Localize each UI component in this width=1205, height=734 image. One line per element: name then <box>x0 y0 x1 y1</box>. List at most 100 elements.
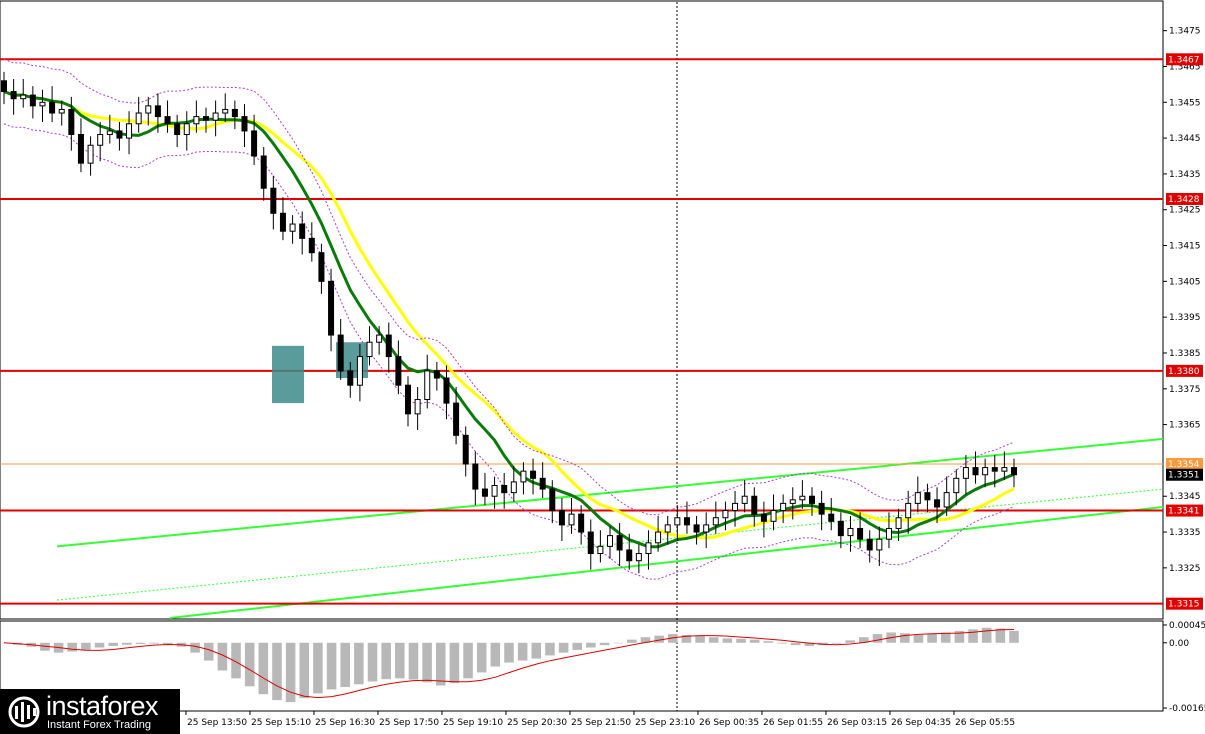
histogram-bar <box>231 642 241 679</box>
candle-body <box>395 356 402 386</box>
candle-body <box>453 402 460 436</box>
candle-body <box>337 334 344 372</box>
candle-body <box>481 488 488 497</box>
oscillator-tick-label: 0.00 <box>1169 639 1189 649</box>
level-tag-label: 1.3467 <box>1168 55 1200 65</box>
candle-body <box>251 130 258 157</box>
candle-body <box>693 524 700 533</box>
level-tag <box>1166 192 1203 205</box>
candle-body <box>58 108 65 114</box>
candle-body <box>597 545 604 555</box>
histogram-bar <box>285 642 296 703</box>
candle-body <box>491 484 498 497</box>
candle-body <box>587 531 594 555</box>
level-tag <box>1166 504 1203 517</box>
candle-body <box>289 223 296 232</box>
price-tick-label: 1.3325 <box>1169 564 1201 574</box>
candle-body <box>376 334 383 343</box>
candle-body <box>539 477 546 490</box>
level-tag-label: 1.3315 <box>1168 600 1200 610</box>
time-tick-label: 25 Sep 23:10 <box>635 718 695 728</box>
candle-body <box>193 116 200 125</box>
candle-body <box>751 495 758 515</box>
histogram-bar <box>190 642 200 653</box>
histogram-bar <box>859 637 869 643</box>
candle-body <box>164 116 171 125</box>
price-tick-label: 1.3345 <box>1169 492 1201 502</box>
histogram-bar <box>627 639 637 643</box>
histogram-bar <box>354 642 364 685</box>
candle-body <box>866 538 873 551</box>
candle-body <box>270 187 277 214</box>
histogram-bar <box>954 630 965 643</box>
time-tick-label: 26 Sep 04:35 <box>891 718 951 728</box>
candle-body <box>530 470 537 479</box>
histogram-bar <box>927 634 937 643</box>
price-axis: 1.34751.34651.34551.34451.34351.34251.34… <box>1163 27 1201 574</box>
price-tags: 1.34671.34281.33801.33411.33151.33541.33… <box>1166 53 1203 610</box>
histogram-bar <box>122 642 132 645</box>
candle-body <box>712 517 719 526</box>
histogram-bar <box>340 642 350 688</box>
histogram-bar <box>40 642 50 651</box>
candle-body <box>732 502 739 512</box>
histogram-bar <box>1009 630 1019 643</box>
histogram-bar <box>504 642 514 663</box>
candle-body <box>68 108 75 136</box>
candle-body <box>405 384 411 415</box>
candle-body <box>703 524 710 533</box>
candle-body <box>510 481 517 494</box>
time-tick-label: 25 Sep 15:10 <box>251 718 311 728</box>
candle-body <box>414 399 421 415</box>
histogram-bar <box>777 642 787 644</box>
histogram-bar <box>831 642 842 644</box>
candle-body <box>231 108 238 118</box>
histogram-bar <box>872 634 883 643</box>
histogram-bar <box>490 642 501 667</box>
histogram-bar <box>708 637 719 643</box>
price-tick-label: 1.3425 <box>1169 206 1201 216</box>
histogram-bar <box>67 642 78 652</box>
candle-body <box>260 155 267 189</box>
oscillator-tick-label: -0.00165 <box>1169 704 1205 714</box>
candle-body <box>433 370 440 379</box>
histogram-bar <box>422 642 432 683</box>
time-tick-label: 26 Sep 00:35 <box>699 718 759 728</box>
candle-body <box>97 134 104 146</box>
channel-upper-line <box>56 437 1164 548</box>
candle-body <box>674 517 681 526</box>
histogram-bar <box>135 642 146 644</box>
level-tag <box>1166 597 1203 610</box>
candle-body <box>222 108 229 114</box>
candle-body <box>568 513 575 526</box>
histogram-bar <box>845 640 855 643</box>
histogram-bar <box>749 639 760 643</box>
level-tag <box>1166 364 1203 377</box>
histogram-bar <box>326 642 337 690</box>
channel-lines <box>56 437 1164 619</box>
histogram-bar <box>408 642 419 680</box>
histogram-bar <box>640 637 651 643</box>
candle-body <box>203 116 209 121</box>
time-axis: 25 Sep 13:50 25 Sep 15:10 25 Sep 16:30 25 S… <box>185 711 1015 728</box>
candle-body <box>558 510 565 526</box>
candle-body <box>818 502 825 515</box>
candle-body <box>318 252 325 282</box>
price-tick-label: 1.3465 <box>1169 62 1201 72</box>
candle-body <box>520 470 527 483</box>
reference-price-label: 1.3354 <box>1168 460 1200 470</box>
candle-body <box>1011 467 1017 476</box>
candle-body <box>126 123 133 139</box>
price-tick-label: 1.3395 <box>1169 313 1201 323</box>
level-tag-label: 1.3428 <box>1168 195 1200 205</box>
time-tick-label: 25 Sep 13:50 <box>187 718 247 728</box>
price-tick-label: 1.3335 <box>1169 528 1201 538</box>
price-tick-label: 1.3375 <box>1169 385 1201 395</box>
candle-body <box>770 510 777 522</box>
price-tick-label: 1.3405 <box>1169 277 1201 287</box>
envelope-lower <box>3 123 1015 580</box>
histogram-bar <box>545 642 555 656</box>
candle-body <box>1001 467 1008 472</box>
candle-body <box>20 94 27 100</box>
